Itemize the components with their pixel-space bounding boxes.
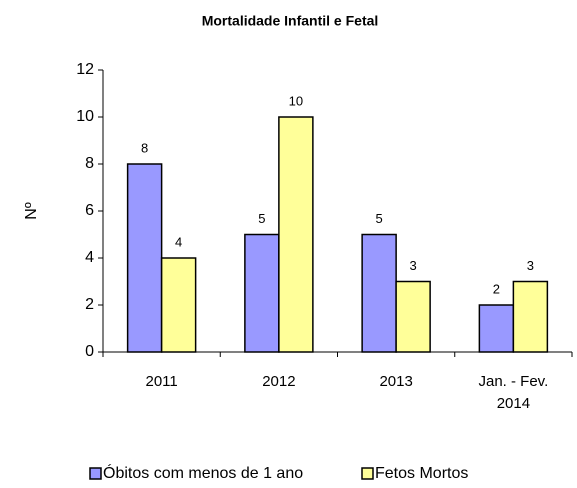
- bar: [160, 257, 197, 353]
- data-label: 8: [141, 140, 148, 155]
- bar: [478, 304, 515, 353]
- legend-label: Fetos Mortos: [375, 465, 468, 482]
- y-tick-label: 6: [85, 202, 94, 219]
- data-label: 2: [493, 281, 500, 296]
- y-tick-label: 8: [85, 155, 94, 172]
- data-label: 4: [175, 234, 182, 249]
- bar: [278, 116, 314, 353]
- y-tick-label: 0: [85, 343, 94, 360]
- data-label: 3: [410, 258, 417, 273]
- y-tick-label: 4: [85, 249, 94, 266]
- y-axis-label: Nº: [23, 202, 40, 220]
- bar: [244, 233, 280, 353]
- x-tick-label: 2011: [145, 373, 178, 390]
- bar: [395, 280, 431, 353]
- x-tick-label: 2012: [262, 373, 296, 390]
- y-tick-label: 10: [76, 108, 94, 125]
- x-tick-label: Jan. - Fev. 2014: [478, 373, 549, 412]
- y-tick-label: 12: [76, 61, 94, 78]
- chart-title: Mortalidade Infantil e Fetal: [202, 13, 379, 29]
- x-tick-label: 2013: [379, 373, 413, 390]
- data-label: 5: [258, 211, 265, 226]
- legend-swatch: [361, 467, 374, 480]
- bar: [512, 280, 549, 353]
- y-tick-label: 2: [85, 296, 94, 313]
- data-label: 3: [527, 258, 534, 273]
- data-label: 10: [289, 93, 303, 108]
- bar: [126, 163, 163, 353]
- data-label: 5: [376, 211, 383, 226]
- legend-label: Óbitos com menos de 1 ano: [103, 463, 303, 482]
- bar: [361, 233, 397, 353]
- legend-swatch: [89, 467, 102, 480]
